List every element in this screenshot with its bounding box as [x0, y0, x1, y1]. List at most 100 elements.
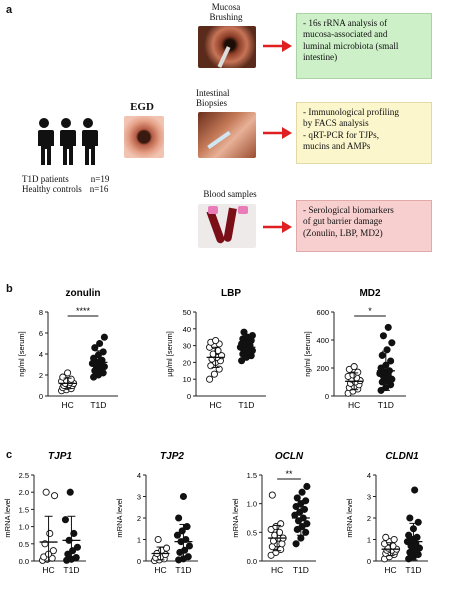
md2-t1d-point-14: [378, 351, 386, 359]
tjp1-hc-point-5: [49, 547, 57, 555]
md2-hc-point-13: [354, 368, 362, 376]
lbp-t1d-point-0: [238, 357, 246, 365]
lbp-t1d-point-16: [248, 331, 256, 340]
tjp1-y-tick-label-3: 1.5: [19, 505, 29, 514]
tjp1-y-axis-label: mRNA level: [3, 498, 12, 538]
tjp2-y-tick-label-0: 0: [137, 557, 141, 566]
zonulin-y-axis-label: ng/ml [serum]: [17, 331, 26, 376]
cldn1-x-label-hc: HC: [384, 565, 396, 575]
ocln-y-tick-label-3: 1.5: [247, 471, 257, 480]
ocln-y-tick-label-1: 0.5: [247, 528, 257, 537]
lbp-y-tick-label-1: 10: [183, 375, 191, 384]
patients-hc-n: n=16: [89, 184, 109, 194]
ocln-x-label-hc: HC: [271, 565, 283, 575]
md2-t1d-point-15: [383, 346, 391, 354]
tjp1-t1d-point-7: [70, 529, 78, 538]
tjp1-y-tick-label-1: 0.5: [19, 540, 29, 549]
cldn1-y-tick-label-3: 3: [367, 493, 371, 502]
ocln-x-label-t1d: T1D: [293, 565, 309, 575]
md2-t1d-point-16: [388, 339, 396, 347]
cldn1-t1d-point-10: [413, 533, 421, 541]
tjp1-hc-point-8: [51, 492, 59, 500]
md2-significance-label: *: [368, 306, 372, 316]
lbp-y-tick-label-2: 20: [183, 358, 191, 367]
ocln-t1d-point-14: [293, 494, 301, 502]
arrow-to-microbiota: [263, 40, 292, 52]
zonulin-chart-title: zonulin: [66, 288, 101, 299]
md2-y-axis-label: ng/ml [serum]: [303, 331, 312, 376]
cldn1-y-tick-label-2: 2: [367, 514, 371, 523]
ocln-hc-point-14: [268, 491, 276, 499]
zonulin-y-tick-label-4: 8: [39, 308, 43, 317]
tjp2-t1d-point-5: [185, 542, 193, 550]
ocln-t1d-point-10: [300, 505, 309, 513]
cldn1-hc-point-14: [382, 533, 390, 541]
blood-samples-title: Blood samples: [203, 189, 257, 199]
zonulin-t1d-point-15: [96, 339, 104, 348]
lbp-y-tick-label-4: 40: [183, 325, 191, 334]
tjp1-y-tick-label-4: 2.0: [19, 488, 29, 497]
cldn1-y-axis-label: mRNA level: [345, 498, 354, 538]
md2-y-tick-label-0: 0: [325, 392, 329, 401]
tjp2-y-tick-label-1: 1: [137, 536, 141, 545]
md2-y-tick-label-3: 600: [316, 308, 329, 317]
md2-x-label-hc: HC: [348, 400, 360, 410]
tjp1-t1d-point-2: [72, 554, 80, 562]
egd-endoscopy-image: [124, 116, 164, 158]
mucosa-brushing-image: [198, 26, 256, 68]
ocln-t1d-point-5: [303, 520, 311, 528]
people-icon: [36, 118, 98, 165]
tjp1-hc-point-9: [42, 488, 50, 496]
tjp1-x-label-hc: HC: [42, 565, 54, 575]
panel-b-letter: b: [6, 283, 13, 295]
zonulin-t1d-point-13: [99, 348, 107, 356]
cldn1-t1d-point-11: [405, 531, 413, 539]
tjp1-y-tick-label-2: 1.0: [19, 523, 29, 532]
mucosa-title: Mucosa Brushing: [209, 2, 243, 22]
blood-samples-image: [198, 204, 256, 248]
tjp2-y-axis-label: mRNA level: [115, 498, 124, 538]
ocln-y-tick-label-2: 1.0: [247, 500, 257, 509]
biopsy-title: Intestinal Biopsies: [196, 88, 230, 108]
zonulin-significance-label: ****: [76, 306, 91, 316]
zonulin-t1d-point-17: [92, 366, 100, 374]
zonulin-y-tick-label-3: 6: [39, 329, 43, 338]
lbp-chart-title: LBP: [221, 288, 241, 299]
tjp2-chart-title: TJP2: [160, 451, 184, 462]
serology-analysis-box: - Serological biomarkers of gut barrier d…: [296, 200, 432, 252]
ocln-t1d-point-1: [297, 534, 305, 542]
lbp-t1d-point-17: [240, 328, 248, 336]
patients-t1d-label: T1D patients: [22, 174, 69, 184]
zonulin-x-label-hc: HC: [61, 400, 73, 410]
cldn1-t1d-point-15: [411, 486, 419, 494]
tjp2-x-label-hc: HC: [154, 565, 166, 575]
patients-legend: T1D patients n=19 Healthy controls n=16: [22, 174, 142, 194]
cldn1-x-label-t1d: T1D: [405, 565, 421, 575]
tjp2-hc-point-9: [154, 535, 162, 544]
ocln-hc-point-10: [275, 528, 284, 536]
tjp2-y-tick-label-2: 2: [137, 514, 141, 523]
tjp2-t1d-point-12: [179, 492, 187, 501]
tjp1-t1d-point-5: [73, 543, 81, 551]
immunology-analysis-box: - Immunological profiling by FACS analysi…: [296, 102, 432, 164]
md2-chart-title: MD2: [359, 288, 381, 299]
tjp2-t1d-point-8: [173, 531, 181, 539]
lbp-x-label-hc: HC: [209, 400, 221, 410]
md2-hc-point-15: [350, 363, 358, 371]
zonulin-t1d-point-16: [100, 333, 108, 341]
cldn1-y-tick-label-0: 0: [367, 557, 371, 566]
ocln-y-axis-label: mRNA level: [231, 498, 240, 538]
tjp2-hc-point-8: [163, 544, 171, 552]
panel-a-letter: a: [6, 4, 13, 16]
cldn1-chart-title: CLDN1: [385, 451, 419, 462]
md2-y-tick-label-2: 400: [316, 336, 329, 345]
md2-x-label-t1d: T1D: [378, 400, 394, 410]
tjp1-hc-point-7: [46, 529, 54, 538]
patients-t1d-n: n=19: [90, 174, 110, 184]
cldn1-y-tick-label-4: 4: [367, 471, 371, 480]
egd-label: EGD: [130, 101, 154, 113]
tjp2-t1d-point-2: [184, 553, 192, 561]
patients-hc-label: Healthy controls: [22, 184, 82, 194]
zonulin-x-label-t1d: T1D: [90, 400, 106, 410]
